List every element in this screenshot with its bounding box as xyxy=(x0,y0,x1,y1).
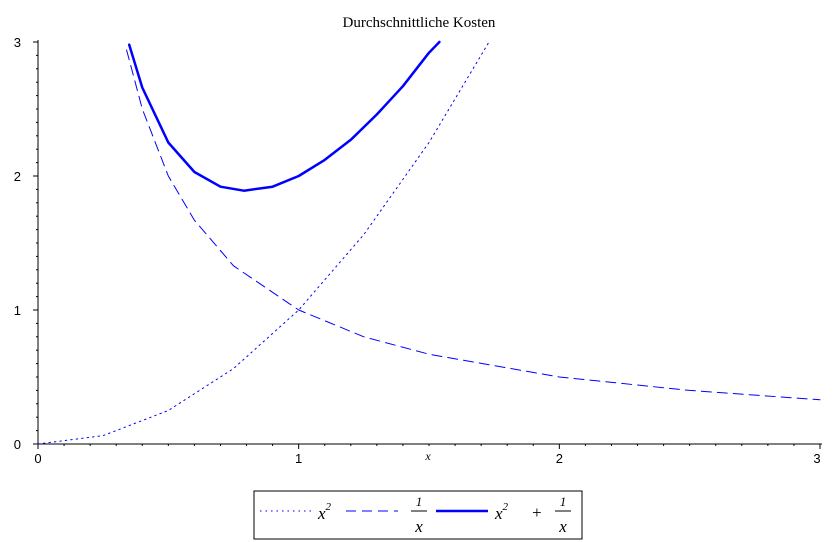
y-ticks: 0 1 2 3 xyxy=(14,35,38,452)
series-line-2 xyxy=(126,49,821,401)
legend-label-sum-base: x xyxy=(494,504,503,523)
x-ticks: 0 1 2 3 xyxy=(34,444,821,466)
y-tick-label: 2 xyxy=(14,169,21,184)
series-line-1 xyxy=(37,41,490,445)
legend-item-x-squared: x2 xyxy=(260,501,332,523)
svg-text:x2: x2 xyxy=(317,501,332,523)
y-axis: 0 1 2 3 xyxy=(14,35,39,452)
x-axis-label: x xyxy=(424,449,431,463)
legend-label-x-squared-sup: 2 xyxy=(326,501,332,513)
legend-label-one-over-x-denominator: x xyxy=(414,517,423,536)
legend-label-sum-numerator: 1 xyxy=(560,494,567,509)
x-tick-label: 3 xyxy=(813,451,820,466)
legend-label-one-over-x-numerator: 1 xyxy=(416,494,423,509)
x-tick-label: 0 xyxy=(34,451,41,466)
y-tick-label: 3 xyxy=(14,35,21,50)
legend-label-sum-plus: + xyxy=(531,503,542,522)
chart-title: Durchschnittliche Kosten xyxy=(343,15,496,31)
legend-item-one-over-x: 1 x xyxy=(346,494,427,536)
legend-label-sum-denominator: x xyxy=(558,517,567,536)
y-tick-label: 1 xyxy=(14,303,21,318)
legend-label-x-squared-base: x xyxy=(317,504,326,523)
series-layer xyxy=(37,40,821,445)
series-line-3 xyxy=(127,40,441,192)
x-tick-label: 2 xyxy=(556,451,563,466)
legend-label-sum-sup: 2 xyxy=(503,501,509,513)
x-axis: 0 1 2 3 x xyxy=(34,443,822,466)
legend-box xyxy=(253,490,583,540)
y-tick-label: 0 xyxy=(14,437,21,452)
legend: x2 1 x x2 + 1 x xyxy=(253,490,583,540)
svg-text:x2: x2 xyxy=(494,501,509,523)
x-tick-label: 1 xyxy=(295,451,302,466)
legend-item-sum: x2 + 1 x xyxy=(436,494,571,536)
